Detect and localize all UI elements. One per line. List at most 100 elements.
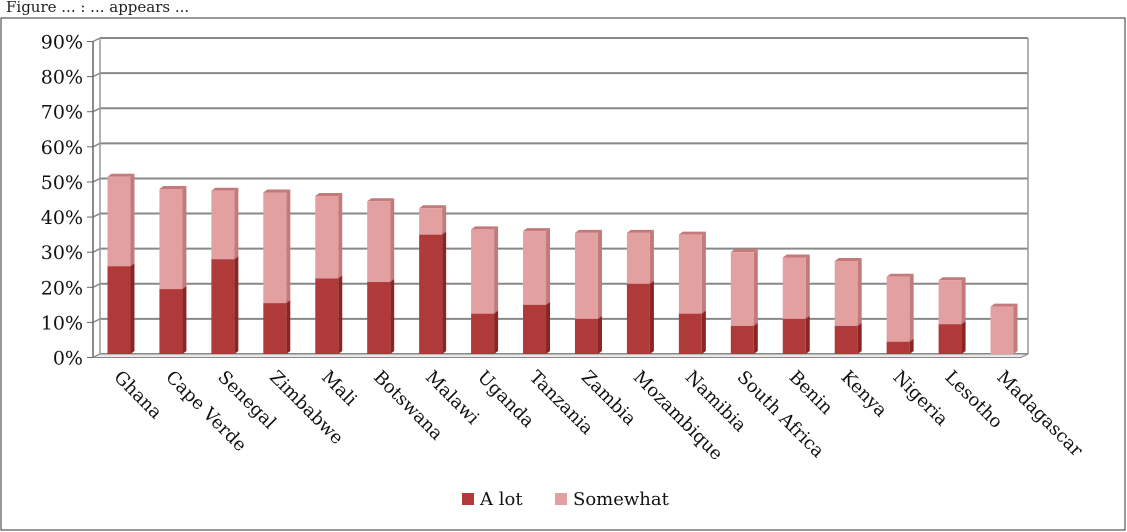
bar-segment-somewhat: [886, 273, 914, 342]
bar-top: [315, 193, 343, 196]
bar-side: [1013, 303, 1018, 354]
bar-front: [523, 231, 547, 305]
bar-side: [182, 185, 187, 290]
bar-segment-a-lot: [211, 256, 239, 354]
y-tick-label: 70%: [41, 102, 83, 124]
bar-front: [107, 266, 131, 354]
x-category-label: Kenya: [837, 367, 892, 422]
gridlines: [92, 37, 1028, 359]
bar-side: [546, 301, 551, 354]
bar-front: [730, 325, 754, 354]
bar-front: [419, 234, 443, 354]
bar-front: [886, 341, 910, 354]
x-category-label: Mali: [317, 367, 361, 411]
bar-top: [834, 257, 862, 261]
bar-front: [834, 260, 858, 326]
bar-front: [782, 257, 806, 319]
bar-segment-somewhat: [626, 229, 654, 284]
bar-side: [961, 277, 966, 325]
bar-front: [834, 325, 858, 354]
bar-top: [471, 226, 499, 230]
bar-front: [938, 324, 962, 354]
bar-front: [211, 190, 235, 260]
bar-side: [701, 231, 706, 314]
bar-front: [159, 289, 183, 354]
bar-segment-somewhat: [834, 257, 862, 326]
bar-front: [367, 201, 391, 283]
bar-top: [419, 205, 447, 209]
bar-side: [390, 279, 395, 354]
bar-front: [471, 229, 495, 314]
bar-front: [730, 252, 754, 326]
gridline-side: [92, 37, 101, 43]
bar-top: [263, 189, 291, 193]
bar-top: [211, 187, 239, 191]
bar-segment-somewhat: [938, 277, 966, 325]
bar-segment-a-lot: [523, 301, 551, 354]
bar-side: [182, 286, 187, 354]
bar-front: [263, 303, 287, 354]
bar-top: [367, 198, 395, 202]
bar-front: [990, 306, 1014, 354]
bar-side: [234, 256, 239, 354]
bar-segment-a-lot: [263, 300, 291, 354]
bar-side: [494, 310, 499, 354]
y-tick-label: 60%: [41, 137, 83, 159]
bar-front: [315, 196, 339, 279]
bar-segment-a-lot: [315, 275, 343, 354]
bar-segment-somewhat: [523, 228, 551, 305]
bar-side: [805, 254, 810, 319]
bar-side: [494, 226, 499, 314]
bar-segment-a-lot: [938, 321, 966, 354]
bar-side: [442, 231, 447, 354]
bar-side: [909, 338, 914, 354]
bar-front: [938, 280, 962, 325]
bar-front: [886, 276, 910, 342]
bar-side: [753, 322, 758, 354]
bar-segment-a-lot: [367, 279, 395, 354]
figure-caption: Figure ... : ... appears ...: [6, 0, 189, 16]
bar-segment-somewhat: [367, 198, 395, 283]
bar-side: [649, 229, 654, 284]
y-tick-label: 0%: [53, 348, 83, 370]
bar-side: [961, 321, 966, 354]
bar-front: [419, 208, 443, 235]
bar-top: [159, 185, 187, 189]
bar-side: [597, 315, 602, 354]
bar-segment-a-lot: [574, 315, 602, 354]
bar-side: [286, 189, 291, 304]
bar-front: [626, 283, 650, 354]
bar-segment-somewhat: [419, 205, 447, 235]
x-category-label: Nigeria: [889, 367, 953, 431]
y-tick-label: 20%: [41, 277, 83, 299]
chart-floor: [92, 353, 1029, 358]
bar-front: [678, 234, 702, 314]
bar-side: [649, 280, 654, 354]
bar-side: [234, 187, 239, 260]
bar-side: [857, 257, 862, 326]
bar-front: [678, 313, 702, 354]
gridline-side: [92, 177, 101, 183]
bar-segment-a-lot: [730, 322, 758, 354]
x-category-label: Mozambique: [629, 367, 727, 465]
bar-segment-a-lot: [626, 280, 654, 354]
bar-side: [597, 229, 602, 319]
bar-segment-a-lot: [678, 310, 706, 354]
bar-segment-somewhat: [211, 187, 239, 260]
chart-border: [0, 17, 1126, 531]
axes: [87, 38, 1029, 358]
bar-segment-somewhat: [107, 173, 135, 267]
y-tick-label: 50%: [41, 172, 83, 194]
gridline-side: [92, 318, 101, 324]
gridline-side: [92, 107, 101, 113]
bar-segment-somewhat: [315, 193, 343, 279]
gridline-side: [92, 142, 101, 148]
bar-side: [753, 249, 758, 326]
bar-segment-somewhat: [678, 231, 706, 314]
gridline-side: [92, 72, 101, 78]
y-tick-label: 40%: [41, 207, 83, 229]
bar-front: [263, 192, 287, 304]
bar-segment-a-lot: [834, 322, 862, 354]
